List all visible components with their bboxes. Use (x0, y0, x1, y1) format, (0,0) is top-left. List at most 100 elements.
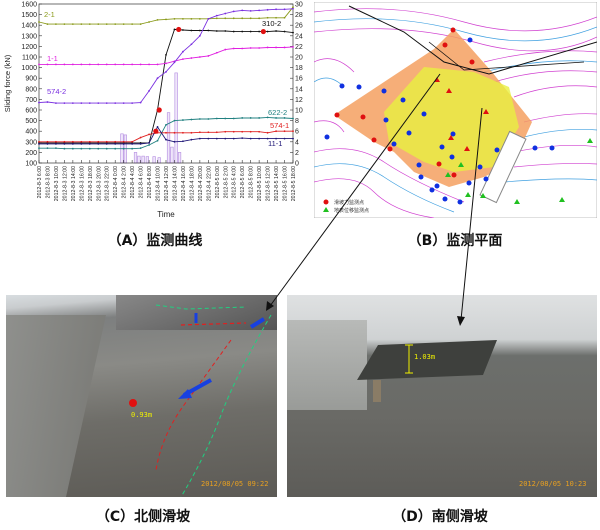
data-point-574-2 (182, 50, 184, 53)
data-point-574-1 (97, 140, 100, 143)
data-point-2-1 (131, 23, 134, 26)
data-point-574-2 (173, 61, 176, 64)
data-point-622-2 (55, 147, 57, 150)
data-point-1-1 (105, 63, 108, 66)
data-point-622-2 (63, 147, 66, 150)
rainfall-bar (177, 152, 182, 164)
caption-b: （B）监测平面 (407, 233, 503, 249)
y2-tick-label: 16 (295, 76, 303, 83)
y2-tick-label: 2 (295, 150, 299, 157)
data-point-1-1 (114, 63, 117, 66)
x-tick-label: 2012-8-3 22:00 (105, 166, 111, 201)
data-point-2-1 (165, 18, 167, 21)
data-point-574-1 (241, 130, 244, 133)
x-tick-label: 2012-8-5 8:00 (249, 166, 255, 198)
x-tick-label: 2012-8-4 12:00 (164, 166, 170, 201)
data-point-2-1 (215, 17, 218, 20)
data-point-574-1 (275, 130, 277, 133)
data-point-1-1 (156, 63, 159, 66)
data-point-11-1 (241, 137, 244, 139)
y2-tick-label: 14 (295, 86, 303, 93)
y2-tick-label: 4 (295, 139, 299, 146)
event-marker (176, 26, 182, 33)
data-point-574-2 (232, 10, 235, 13)
x-tick-label: 2012-8-4 18:00 (189, 166, 195, 201)
data-point-622-2 (165, 123, 167, 126)
data-point-574-1 (182, 131, 184, 134)
monitoring-point-marker (129, 399, 137, 407)
y2-tick-label: 8 (295, 118, 299, 125)
data-point-574-2 (122, 102, 125, 105)
y2-tick-label: 20 (295, 55, 303, 62)
y2-tick-label: 6 (295, 129, 299, 136)
rainfall-bar (157, 157, 161, 164)
data-point-1-1 (283, 46, 286, 49)
data-point-622-2 (266, 116, 269, 119)
data-point-574-2 (71, 102, 74, 105)
data-point-622-2 (122, 147, 125, 150)
data-point-1-1 (258, 47, 261, 49)
rainfall-bar (145, 156, 149, 164)
data-point-2-1 (88, 23, 91, 26)
data-point-622-2 (182, 119, 184, 121)
x-tick-label: 2012-8-4 0:00 (113, 166, 119, 198)
data-point-310-2 (198, 29, 201, 32)
data-point-11-1 (55, 143, 57, 145)
data-point-11-1 (292, 137, 294, 140)
x-tick-label: 2012-8-4 2:00 (122, 166, 128, 198)
data-point-310-2 (165, 53, 167, 56)
data-point-11-1 (198, 137, 201, 140)
south-photo-timestamp: 2012/08/05 10:23 (519, 480, 587, 488)
y-tick-label: 900 (25, 76, 37, 83)
rainfall-bar (152, 156, 156, 164)
x-tick-label: 2012-8-4 10:00 (156, 166, 162, 201)
data-point-1-1 (122, 63, 125, 66)
x-tick-label: 2012-8-5 18:00 (291, 166, 297, 201)
y-tick-label: 1200 (21, 44, 37, 51)
data-point-574-1 (232, 130, 235, 133)
data-point-11-1 (80, 143, 83, 145)
data-point-11-1 (215, 137, 218, 140)
data-point-622-2 (46, 147, 49, 150)
monitoring-chart: 100 200 300 400 500 600 700 800 900 1000 1100 1200 1… (3, 2, 303, 220)
data-point-310-2 (292, 31, 294, 34)
data-point-574-1 (148, 133, 150, 136)
data-point-574-2 (148, 90, 150, 92)
event-marker (260, 28, 266, 35)
data-point-2-1 (122, 23, 125, 26)
data-point-1-1 (165, 62, 167, 65)
data-point-622-2 (190, 118, 193, 121)
data-point-574-1 (190, 131, 193, 134)
data-point-310-2 (207, 29, 210, 32)
data-point-574-1 (198, 131, 201, 134)
data-point-2-1 (249, 17, 252, 20)
data-point-2-1 (173, 17, 176, 20)
data-point-11-1 (249, 137, 252, 140)
data-point-574-2 (266, 8, 269, 11)
data-point-11-1 (88, 143, 91, 145)
caption-a: （A）监测曲线 (107, 233, 203, 249)
data-point-310-2 (232, 30, 235, 33)
data-point-574-2 (215, 14, 218, 17)
data-point-2-1 (38, 21, 40, 23)
series-label-11-1: 11-1 (268, 139, 282, 148)
data-point-11-1 (182, 140, 184, 143)
event-marker (156, 107, 162, 113)
data-point-574-2 (198, 34, 201, 37)
data-point-11-1 (97, 143, 100, 145)
data-point-310-2 (275, 30, 277, 32)
data-point-622-2 (215, 117, 218, 120)
data-point-2-1 (148, 21, 150, 23)
data-point-2-1 (80, 23, 83, 26)
data-point-574-1 (173, 131, 176, 134)
data-point-1-1 (292, 46, 294, 48)
data-point-574-1 (292, 130, 294, 133)
data-point-11-1 (122, 143, 125, 145)
series-line-2-1 (38, 6, 294, 25)
y2-tick-label: 26 (295, 23, 303, 30)
data-point-1-1 (148, 63, 150, 66)
y-tick-label: 1300 (21, 33, 37, 40)
data-point-1-1 (241, 47, 244, 50)
data-point-1-1 (182, 58, 184, 61)
data-point-1-1 (207, 55, 210, 57)
